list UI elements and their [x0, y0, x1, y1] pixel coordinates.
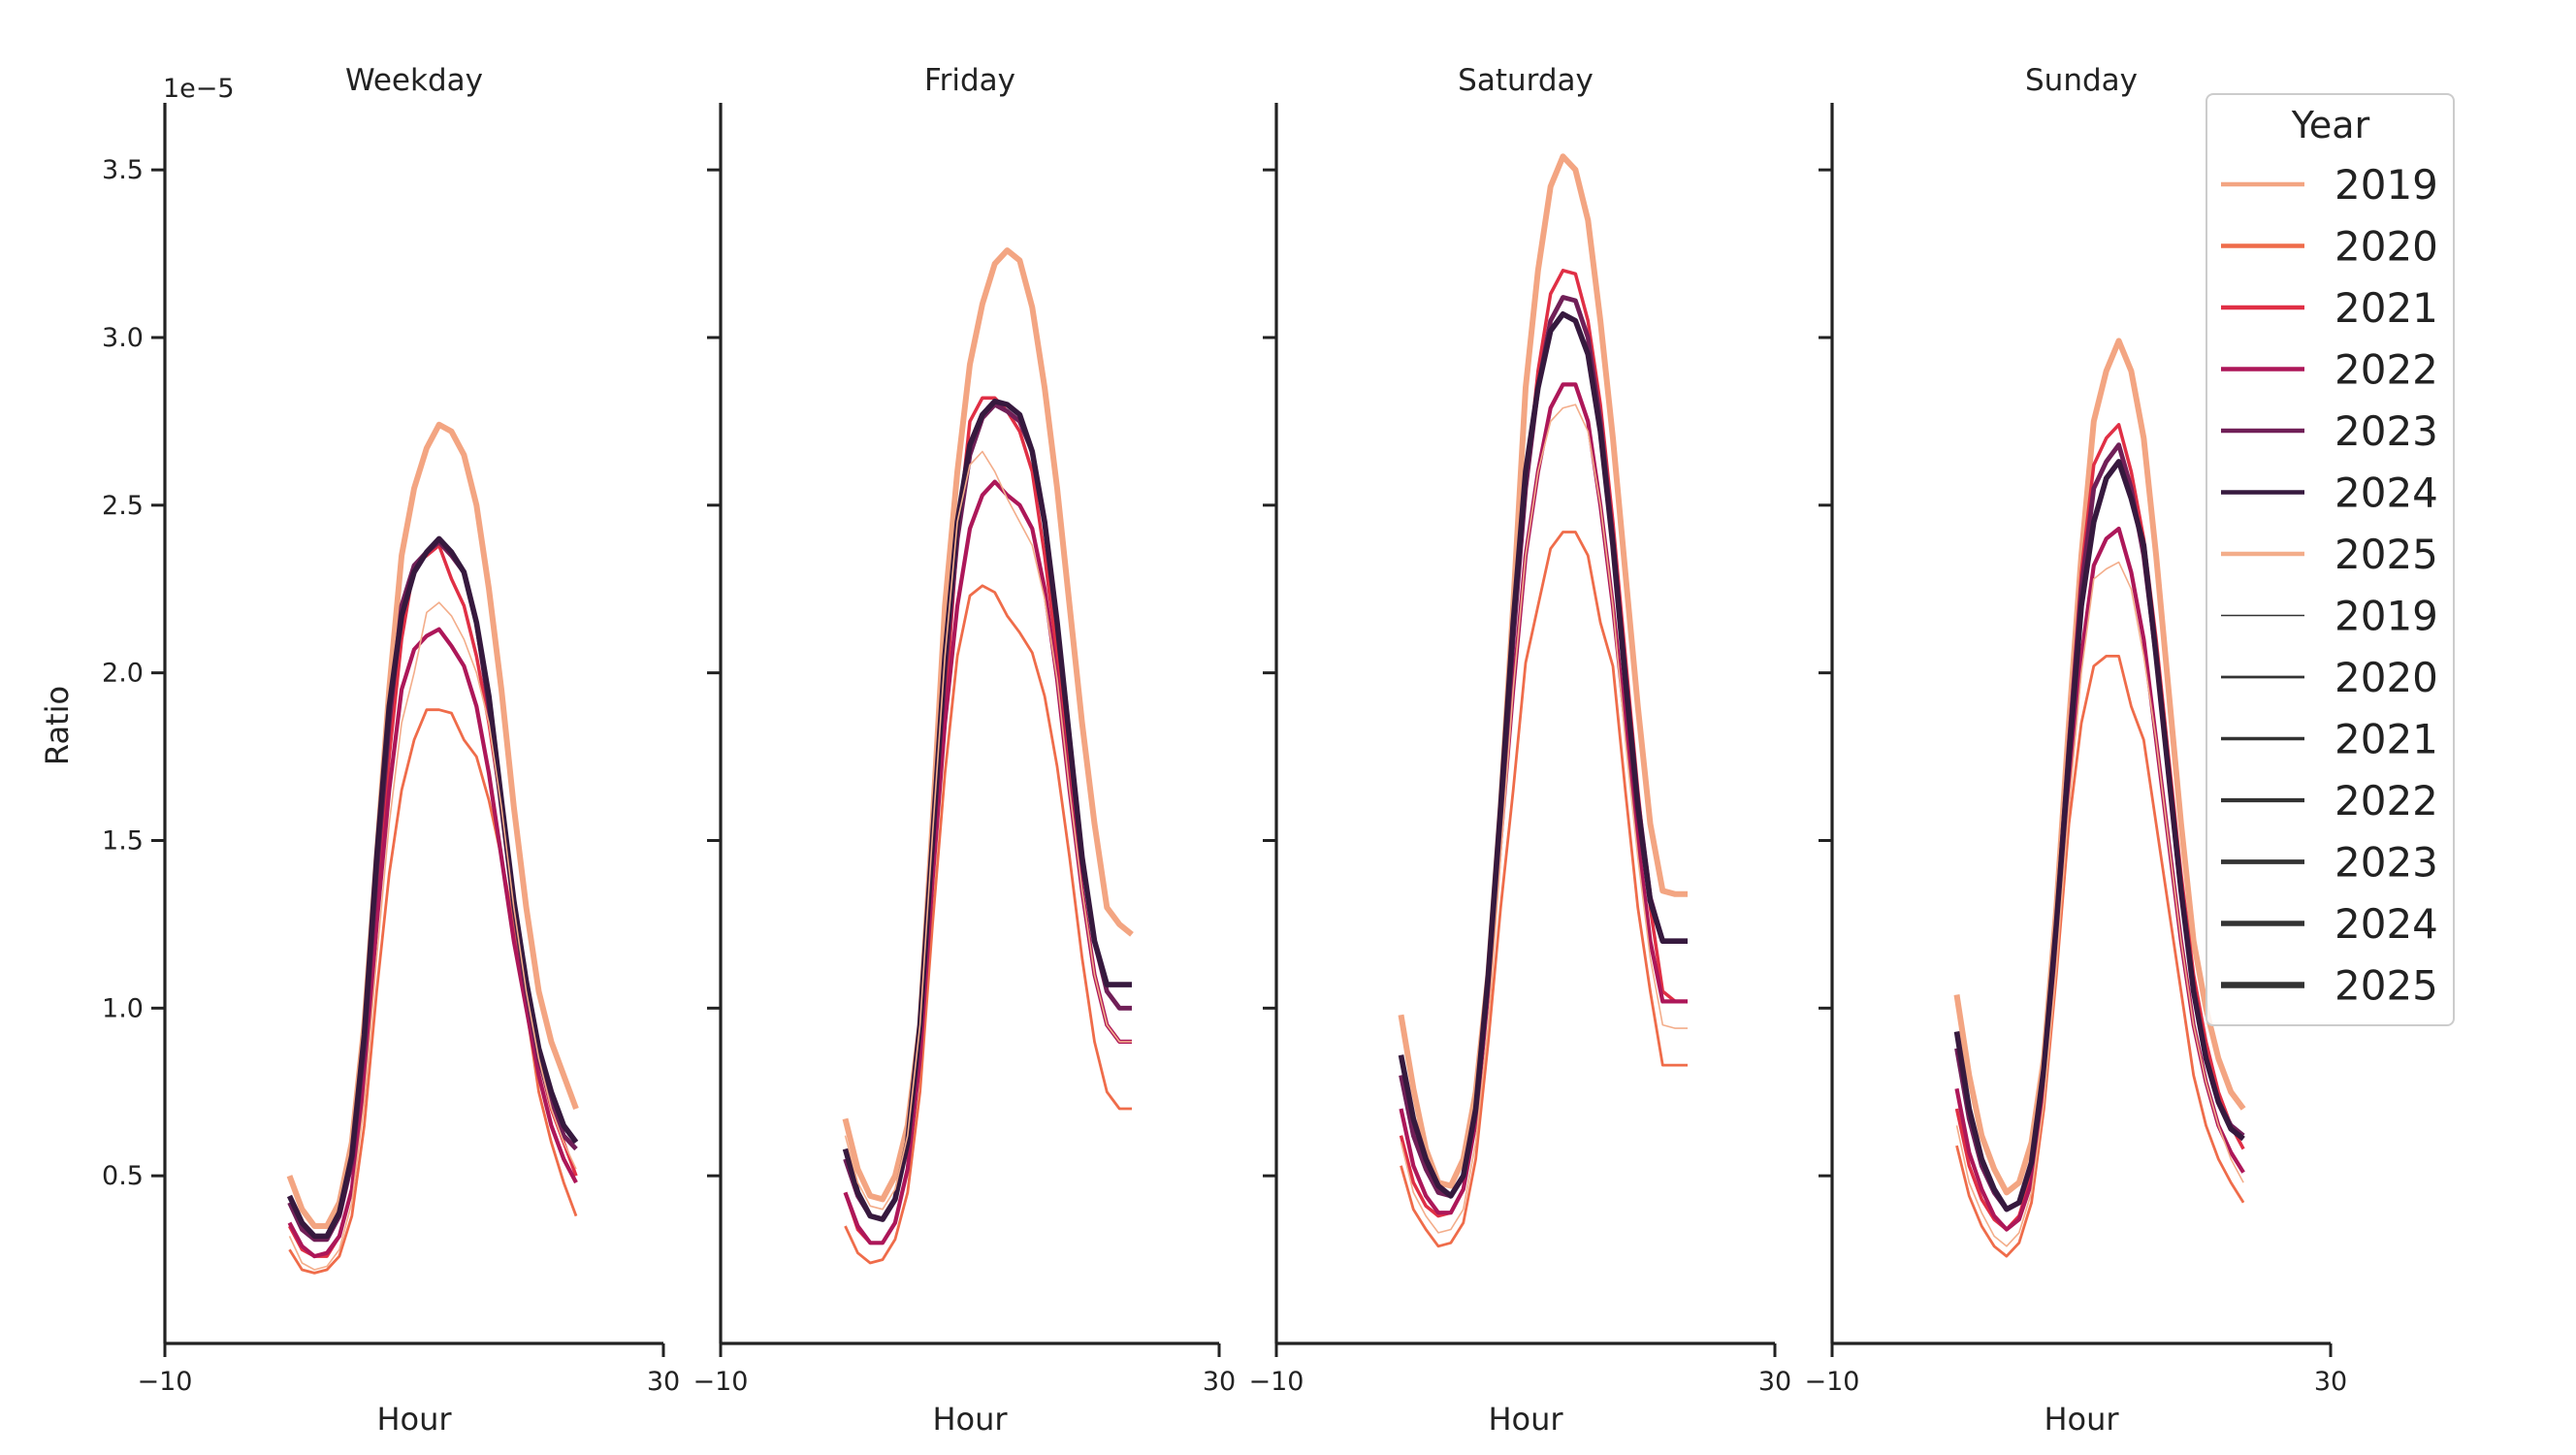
x-axis-label: Hour: [932, 1401, 1008, 1438]
y-tick-label: 2.5: [102, 491, 144, 521]
series-line-2024: [842, 398, 1132, 1222]
panel-title: Saturday: [1458, 63, 1594, 98]
series-line-2021: [1954, 423, 2245, 1232]
series-line-2021: [287, 543, 578, 1258]
series-line-2024: [1953, 459, 2245, 1212]
legend-label: 2021: [2334, 716, 2438, 763]
series-line-2020: [288, 708, 578, 1275]
panel-friday: −10 30 Friday Hour: [693, 63, 1237, 1438]
panel-saturday: −10 30 Saturday Hour: [1249, 63, 1792, 1438]
series-line-2022: [1954, 526, 2245, 1232]
panel-weekday: 0.5 1.0 1.5 2.0 2.5 3.0 3.5 −10 30 Weekday Hour: [102, 63, 680, 1438]
series-line-2024: [286, 535, 579, 1240]
y-scale-factor: 1e−5: [163, 74, 235, 104]
series-line-2019: [1398, 153, 1688, 1189]
panel-title: Sunday: [2025, 63, 2138, 98]
chart-panels: 0.51.01.52.02.53.03.5−10 30WeekdayHour−10…: [102, 63, 2347, 1438]
series-line-2019: [286, 421, 579, 1229]
y-tick-label: 1.0: [102, 993, 144, 1023]
x-tick-label: 30: [1758, 1367, 1791, 1397]
x-axis-label: Hour: [2044, 1401, 2119, 1438]
x-axis-label: Hour: [376, 1401, 452, 1438]
legend: Year 2019 2020 2021 2022 2023 2024 2025 2019 2020…: [2206, 93, 2455, 1026]
legend-label: 2025: [2334, 962, 2438, 1010]
x-tick-label: −10: [138, 1367, 193, 1397]
x-tick-label: 30: [647, 1367, 680, 1397]
x-tick-label: 30: [2314, 1367, 2347, 1397]
y-tick-label: 2.0: [102, 659, 144, 689]
series-line-2025: [1955, 561, 2244, 1247]
legend-label: 2019: [2334, 593, 2438, 640]
legend-label: 2019: [2334, 161, 2438, 209]
legend-label: 2023: [2334, 839, 2438, 887]
panel-title: Weekday: [345, 63, 483, 98]
series-line-2025: [844, 450, 1132, 1211]
legend-label: 2021: [2334, 284, 2438, 332]
series-line-2022: [1399, 382, 1688, 1215]
series-line-2021: [843, 396, 1132, 1245]
legend-label: 2020: [2334, 223, 2438, 271]
series-line-2025: [1400, 404, 1688, 1234]
x-tick-label: −10: [1249, 1367, 1304, 1397]
y-tick-label: 3.0: [102, 323, 144, 353]
panel-sunday: −10 30 Sunday Hour: [1805, 63, 2348, 1438]
series-line-2020: [844, 584, 1132, 1265]
legend-title: Year: [2291, 104, 2370, 146]
series-line-2023: [843, 402, 1132, 1222]
series-line-2020: [1400, 531, 1688, 1248]
x-tick-label: −10: [1805, 1367, 1860, 1397]
legend-label: 2020: [2334, 654, 2438, 701]
series-line-2023: [1954, 442, 2245, 1212]
series-line-2019: [842, 247, 1134, 1203]
x-tick-label: 30: [1203, 1367, 1236, 1397]
series-line-2022: [287, 627, 578, 1259]
x-tick-label: −10: [693, 1367, 749, 1397]
series-line-2024: [1398, 311, 1688, 1199]
legend-label: 2024: [2334, 469, 2438, 517]
legend-label: 2022: [2334, 777, 2438, 824]
y-tick-label: 1.5: [102, 825, 144, 856]
panel-title: Friday: [924, 63, 1015, 98]
series-line-2023: [287, 539, 578, 1243]
legend-label: 2025: [2334, 531, 2438, 578]
x-axis-label: Hour: [1488, 1401, 1563, 1438]
legend-box: [2206, 93, 2455, 1026]
y-axis-label: Ratio: [39, 686, 76, 765]
legend-label: 2024: [2334, 900, 2438, 948]
series-line-2022: [843, 479, 1132, 1245]
legend-label: 2022: [2334, 346, 2438, 394]
series-line-2020: [1955, 655, 2245, 1258]
y-tick-label: 0.5: [102, 1161, 144, 1191]
series-line-2025: [288, 601, 577, 1271]
y-tick-label: 3.5: [102, 155, 144, 185]
legend-label: 2023: [2334, 407, 2438, 455]
series-line-2019: [1953, 338, 2246, 1196]
